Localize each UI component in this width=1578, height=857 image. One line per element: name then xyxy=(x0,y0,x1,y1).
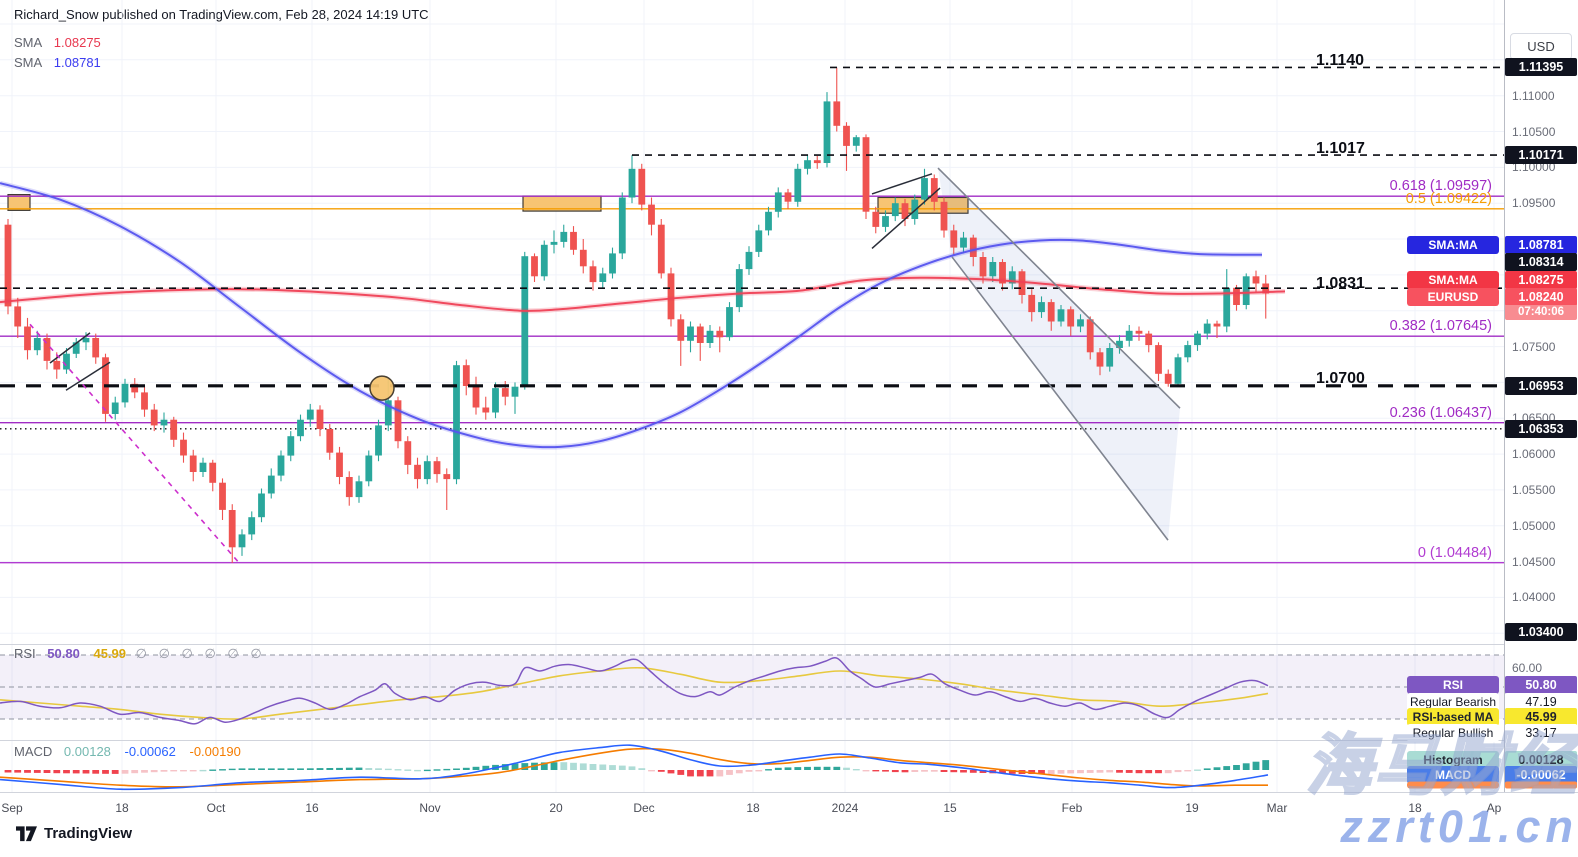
time-label-20[interactable]: 20 xyxy=(549,801,563,815)
time-label-Sep[interactable]: Sep xyxy=(1,801,23,815)
axis-chip-regular-bearish: Regular Bearish xyxy=(1407,693,1499,711)
tradingview-logo[interactable]: TradingView xyxy=(16,825,132,842)
level-label-1.1140: 1.1140 xyxy=(1316,52,1365,69)
legend-sma-slow[interactable]: SMA 1.08781 xyxy=(14,53,101,73)
axis-badge-level-1-1140: 1.11395 xyxy=(1505,58,1577,76)
macd-line-value: -0.00062 xyxy=(124,744,176,759)
supply-zone xyxy=(7,193,31,211)
legend-sma-fast[interactable]: SMA 1.08275 xyxy=(14,33,101,53)
fib-label: 0 (1.04484) xyxy=(1417,544,1492,561)
axis-badge-sma-slow: 1.08781 xyxy=(1505,236,1577,254)
rsi-empty-slots: ∅ ∅ ∅ ∅ ∅ ∅ xyxy=(135,646,266,661)
price-tick: 1.07500 xyxy=(1512,340,1556,354)
fib-label: 0.382 (1.07645) xyxy=(1389,318,1492,335)
price-tick: 1.05000 xyxy=(1512,519,1556,533)
indicator-legend-main[interactable]: SMA 1.08275 SMA 1.08781 xyxy=(14,33,101,73)
macd-hist-value: 0.00128 xyxy=(63,744,111,759)
level-label-1.0700: 1.0700 xyxy=(1316,370,1365,387)
axis-badge-macd-line: -0.00062 xyxy=(1505,766,1577,784)
currency-toggle-button[interactable]: USD xyxy=(1510,33,1572,60)
price-tick: 1.04000 xyxy=(1512,590,1556,604)
price-tick: 1.04500 xyxy=(1512,555,1556,569)
axis-chip-macd-signal: Signal xyxy=(1407,781,1499,789)
axis-badge-last-price: 1.08240 xyxy=(1505,288,1577,306)
time-label-18[interactable]: 18 xyxy=(115,801,129,815)
indicator-legend-rsi[interactable]: RSI 50.80 45.99 ∅ ∅ ∅ ∅ ∅ ∅ xyxy=(14,646,266,662)
time-label-18[interactable]: 18 xyxy=(746,801,760,815)
level-label-1.1017: 1.1017 xyxy=(1316,140,1365,157)
time-label-Oct[interactable]: Oct xyxy=(206,801,226,815)
axis-chip-rsi-ma: RSI-based MA xyxy=(1407,708,1499,726)
axis-chip-rsi-value: RSI xyxy=(1407,676,1499,694)
fib-label: 0.236 (1.06437) xyxy=(1389,404,1492,421)
price-tick: 1.06000 xyxy=(1512,447,1556,461)
price-tick: 1.05500 xyxy=(1512,483,1556,497)
price-tick: 1.11000 xyxy=(1512,89,1555,103)
axis-badge-level-dotted: 1.06353 xyxy=(1505,420,1577,438)
axis-chip-macd-line: MACD xyxy=(1407,766,1499,784)
axis-chip-sma-slow: SMA:MA xyxy=(1407,236,1499,254)
macd-label: MACD xyxy=(14,744,53,759)
axis-chip-macd-histogram: Histogram xyxy=(1407,751,1499,769)
rsi-value: 50.80 xyxy=(47,646,80,661)
price-tick: 1.10500 xyxy=(1512,125,1556,139)
time-label-Ap[interactable]: Ap xyxy=(1486,801,1502,815)
macd-signal-value: -0.00190 xyxy=(189,744,241,759)
axis-badge-rsi-value: 50.80 xyxy=(1505,676,1577,694)
sma-slow-value: 1.08781 xyxy=(53,55,101,70)
price-tick: 60.00 xyxy=(1512,661,1543,675)
axis-badge-sma-fast: 1.08275 xyxy=(1505,271,1577,289)
time-label-19[interactable]: 19 xyxy=(1185,801,1199,815)
time-label-Nov[interactable]: Nov xyxy=(419,801,441,815)
axis-chip-last-price: EURUSD xyxy=(1407,288,1499,306)
time-label-Mar[interactable]: Mar xyxy=(1266,801,1288,815)
time-label-Dec[interactable]: Dec xyxy=(633,801,655,815)
axis-badge-level-bottom: 1.03400 xyxy=(1505,623,1577,641)
axis-badge-level-1-1017: 1.10171 xyxy=(1505,146,1577,164)
axis-badge-regular-bullish: 33.17 xyxy=(1505,724,1577,742)
rsi-label: RSI xyxy=(14,646,36,661)
axis-badge-regular-bearish: 47.19 xyxy=(1505,693,1577,711)
fib-label: 0.618 (1.09597) xyxy=(1389,178,1492,195)
sma-fast-value: 1.08275 xyxy=(53,35,101,50)
rsi-ma-value: 45.99 xyxy=(93,646,127,661)
axis-chip-regular-bullish: Regular Bullish xyxy=(1407,724,1499,742)
axis-chip-sma-fast: SMA:MA xyxy=(1407,271,1499,289)
time-label-16[interactable]: 16 xyxy=(305,801,319,815)
tradingview-logo-text: TradingView xyxy=(44,825,133,842)
time-label-18[interactable]: 18 xyxy=(1408,801,1422,815)
attribution-text[interactable]: Richard_Snow published on TradingView.co… xyxy=(14,7,429,22)
axis-badge-level-1-0831: 1.08314 xyxy=(1505,253,1577,271)
countdown-timer: 07:40:06 xyxy=(1505,305,1577,320)
time-label-2024[interactable]: 2024 xyxy=(831,801,859,815)
axis-badge-rsi-ma: 45.99 xyxy=(1505,708,1577,726)
time-label-15[interactable]: 15 xyxy=(943,801,957,815)
level-label-1.0831: 1.0831 xyxy=(1316,275,1365,292)
axis-badge-macd-histogram: 0.00128 xyxy=(1505,751,1577,769)
axis-badge-level-1-0700: 1.06953 xyxy=(1505,377,1577,395)
time-label-Feb[interactable]: Feb xyxy=(1061,801,1083,815)
price-axis[interactable] xyxy=(1504,0,1578,792)
circle-marker xyxy=(369,375,395,401)
sma-slow-label: SMA xyxy=(14,55,43,70)
axis-badge-macd-signal: -0.00190 xyxy=(1505,781,1577,789)
tradingview-logo-icon xyxy=(16,825,37,841)
fib-label: 0.5 (1.09422) xyxy=(1405,190,1492,207)
sma-fast-label: SMA xyxy=(14,35,43,50)
indicator-legend-macd[interactable]: MACD 0.00128 -0.00062 -0.00190 xyxy=(14,744,241,759)
price-tick: 1.09500 xyxy=(1512,196,1556,210)
